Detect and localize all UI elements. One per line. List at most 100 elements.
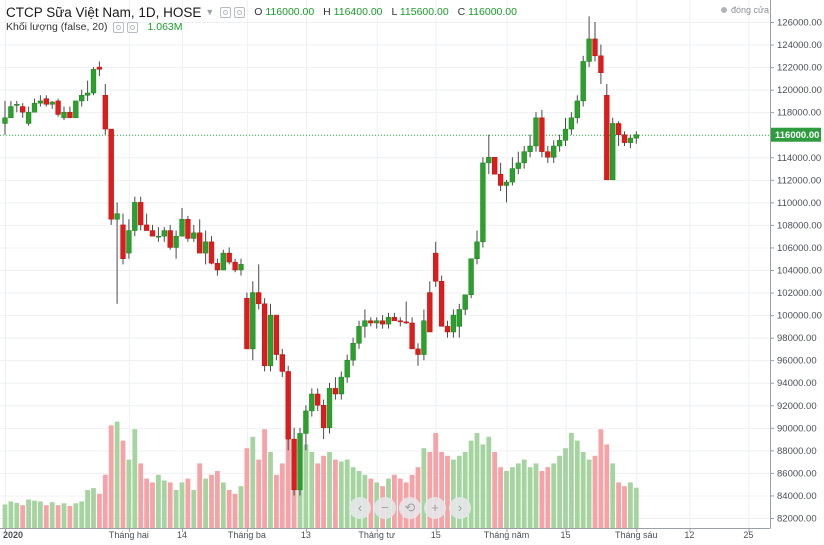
candle[interactable] (126, 230, 132, 254)
candle[interactable] (368, 320, 374, 324)
reset-view-button[interactable]: ⟲ (399, 497, 421, 519)
hide-icon[interactable] (127, 21, 139, 33)
settings-icon[interactable] (220, 6, 232, 18)
candle[interactable] (545, 151, 551, 158)
candle[interactable] (633, 134, 639, 139)
candle[interactable] (14, 104, 20, 106)
candle[interactable] (31, 102, 38, 113)
candle[interactable] (533, 117, 539, 147)
candle[interactable] (580, 61, 586, 102)
candle[interactable] (114, 213, 120, 220)
candle[interactable] (503, 181, 510, 186)
scroll-left-button[interactable]: ‹ (349, 497, 371, 519)
symbol-title[interactable]: CTCP Sữa Việt Nam, 1D, HOSE (6, 4, 202, 20)
candle[interactable] (415, 348, 421, 355)
candle[interactable] (149, 230, 156, 237)
candle[interactable] (8, 106, 14, 119)
candle[interactable] (297, 433, 303, 491)
chevron-down-icon[interactable]: ▼ (205, 7, 215, 17)
candle[interactable] (267, 314, 274, 367)
candle[interactable] (250, 292, 256, 350)
candle[interactable] (256, 292, 262, 305)
candle[interactable] (161, 230, 167, 237)
candle[interactable] (462, 294, 468, 310)
candle[interactable] (521, 151, 527, 164)
candle[interactable] (438, 281, 445, 327)
settings-icon[interactable] (113, 21, 125, 33)
candle[interactable] (167, 230, 173, 248)
candle[interactable] (132, 202, 138, 231)
candle[interactable] (273, 314, 280, 355)
candle[interactable] (49, 101, 55, 105)
candle[interactable] (179, 219, 185, 237)
candle[interactable] (155, 235, 162, 238)
candle[interactable] (138, 202, 144, 226)
candle[interactable] (315, 393, 321, 406)
candle[interactable] (102, 95, 108, 130)
candle[interactable] (238, 264, 244, 271)
candle[interactable] (202, 241, 209, 254)
candle[interactable] (143, 224, 150, 231)
candle[interactable] (279, 354, 285, 372)
candle[interactable] (55, 100, 61, 115)
candle[interactable] (303, 410, 309, 434)
candle[interactable] (474, 241, 480, 259)
candle[interactable] (67, 111, 73, 119)
candle[interactable] (197, 232, 203, 254)
candle[interactable] (350, 343, 356, 361)
candle[interactable] (527, 145, 533, 152)
candle[interactable] (403, 321, 409, 324)
candle[interactable] (232, 261, 238, 271)
candle[interactable] (409, 322, 415, 350)
candle[interactable] (332, 388, 339, 395)
candle[interactable] (96, 66, 103, 70)
candle[interactable] (208, 241, 215, 264)
candle[interactable] (480, 162, 486, 243)
candle[interactable] (627, 137, 634, 143)
candle[interactable] (43, 98, 49, 105)
zoom-in-button[interactable]: + (424, 497, 446, 519)
candle[interactable] (556, 140, 563, 147)
candle[interactable] (586, 38, 592, 62)
candle[interactable] (421, 320, 427, 355)
candle[interactable] (562, 128, 569, 141)
candle[interactable] (456, 309, 462, 327)
candle[interactable] (568, 117, 575, 130)
candle[interactable] (604, 95, 610, 181)
candle[interactable] (621, 134, 628, 143)
candle[interactable] (25, 111, 32, 124)
candle[interactable] (509, 168, 516, 183)
candle[interactable] (344, 359, 350, 378)
candle[interactable] (120, 224, 126, 259)
candle[interactable] (79, 95, 85, 102)
candle[interactable] (320, 405, 327, 429)
candle[interactable] (444, 326, 451, 333)
candle[interactable] (551, 145, 557, 158)
candle[interactable] (486, 157, 492, 164)
candle[interactable] (362, 320, 368, 327)
candle[interactable] (309, 393, 315, 412)
candle[interactable] (261, 303, 268, 367)
candle[interactable] (326, 388, 333, 429)
candle[interactable] (108, 128, 114, 220)
candle[interactable] (492, 157, 498, 175)
candle[interactable] (285, 371, 291, 440)
candle[interactable] (598, 55, 604, 73)
candle[interactable] (379, 320, 386, 325)
candle[interactable] (433, 252, 439, 282)
candle[interactable] (214, 262, 221, 271)
volume-indicator-label[interactable]: Khối lượng (false, 20) (6, 21, 108, 33)
candle[interactable] (220, 252, 226, 271)
candle[interactable] (374, 320, 380, 324)
zoom-out-button[interactable]: − (374, 497, 396, 519)
scroll-right-button[interactable]: › (449, 497, 471, 519)
candle[interactable] (610, 123, 616, 181)
candle[interactable] (391, 317, 398, 321)
candle[interactable] (615, 123, 622, 135)
candle[interactable] (73, 100, 79, 119)
candle[interactable] (450, 314, 457, 333)
candle[interactable] (20, 106, 26, 113)
candle[interactable] (338, 376, 344, 395)
